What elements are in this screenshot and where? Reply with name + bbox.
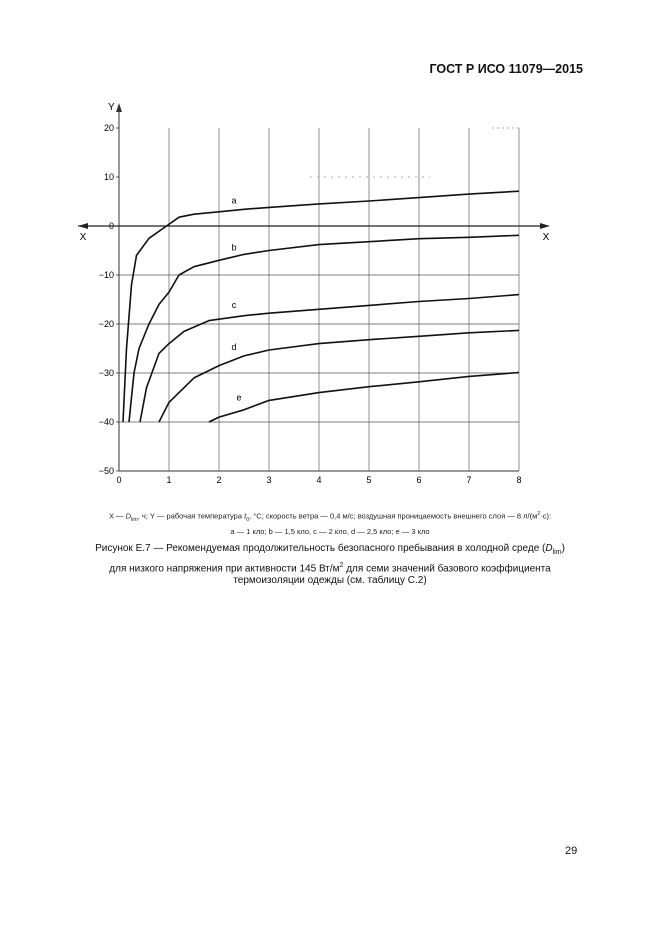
x-tick-label: 8 [516,475,521,485]
figure-caption: Рисунок Е.7 — Рекомендуемая продолжитель… [40,543,620,588]
x-tick-label: 6 [416,475,421,485]
legend-line-2: a — 1 кло; b — 1,5 кло, c — 2 кло, d — 2… [230,527,430,536]
legend-line-1: X — Dlim, ч; Y — рабочая температура t0,… [40,509,620,526]
legend-x-sub: lim [131,517,138,523]
series-label-b: b [231,243,236,253]
caption-line-3: термоизоляции одежды (см. таблицу С.2) [233,575,427,587]
legend-t-symbol: t [244,511,247,521]
x-tick-label: 1 [166,475,171,485]
caption-line-1: Рисунок Е.7 — Рекомендуемая продолжитель… [40,543,620,560]
legend-sup: 2 [537,511,541,517]
y-tick-label: −30 [99,368,114,378]
x-tick-label: 0 [116,475,121,485]
x-tick-label: 5 [366,475,371,485]
caption-d-sub: lim [552,549,562,556]
series-label-a: a [231,195,236,205]
y-tick-label: 20 [104,123,114,133]
figure-legend: X — Dlim, ч; Y — рабочая температура t0,… [40,509,620,537]
caption-line-2: для низкого напряжения при активности 14… [40,560,620,576]
legend-text: , ч; Y — рабочая температура [137,511,245,521]
series-line-b [128,234,520,423]
series-line-a [122,190,520,423]
x-tick-label: 7 [466,475,471,485]
y-tick-label: −10 [99,270,114,280]
caption-text: для низкого напряжения при активности 14… [109,562,340,574]
legend-text: X — [108,511,126,521]
series-label-d: d [231,342,236,352]
series-line-c [139,293,520,423]
caption-d-symbol: D [545,543,553,554]
series-label-c: c [232,300,237,310]
y-tick-label: 10 [104,172,114,182]
legend-text: ·с): [540,511,552,521]
y-tick-label: −20 [99,319,114,329]
legend-x-symbol: D [125,511,132,521]
caption-text: для семи значений базового коэффициента [343,562,551,574]
y-tick-label: −50 [99,466,114,476]
y-tick-label: −40 [99,417,114,427]
caption-text: Рисунок Е.7 — Рекомендуемая продолжитель… [95,543,546,554]
x-tick-label: 4 [316,475,321,485]
x-tick-label: 2 [216,475,221,485]
y-axis-arrow-icon [116,103,122,112]
series-line-e [208,371,520,423]
legend-t-sub: 0 [246,517,250,523]
standard-header: ГОСТ Р ИСО 11079—2015 [429,62,583,76]
series-label-e: e [236,392,241,402]
page-number: 29 [565,845,578,857]
caption-text: ) [561,543,565,554]
caption-sup: 2 [339,561,344,569]
x-axis-label-right: X [543,232,550,243]
x-tick-label: 3 [266,475,271,485]
y-axis-label: Y [108,102,115,113]
x-axis-label-left: X [80,232,87,243]
legend-text: , °C; скорость ветра — 0,4 м/с; воздушна… [249,511,538,521]
x-axis-right-arrow-icon [540,223,550,229]
series-line-d [158,329,520,423]
x-axis-left-arrow-icon [78,223,88,229]
